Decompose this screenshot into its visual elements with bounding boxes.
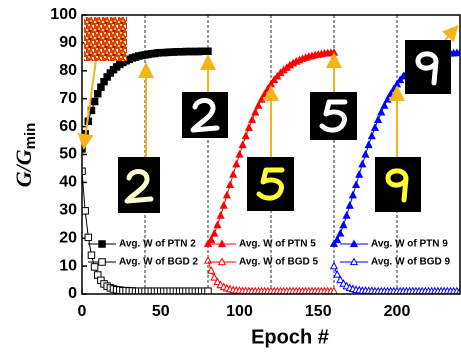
point (205, 48, 212, 55)
digit-inset (182, 92, 228, 138)
point (334, 271, 341, 277)
digit-inset (247, 157, 294, 211)
point (350, 192, 357, 198)
y-axis-label: G/Gmin (11, 123, 39, 188)
point (353, 181, 360, 187)
x-tick-label: 50 (152, 303, 170, 320)
point (236, 151, 243, 157)
point (224, 192, 231, 198)
y-tick-label: 70 (59, 90, 77, 107)
point (255, 102, 262, 108)
point (217, 212, 224, 218)
y-tick-label: 60 (59, 118, 77, 135)
legend-marker (99, 241, 106, 248)
point (233, 161, 240, 167)
y-tick-label: 100 (50, 6, 77, 23)
point (372, 124, 379, 130)
legend-entry: Avg. W of PTN 5 (208, 239, 316, 250)
point (246, 124, 253, 130)
point (340, 222, 347, 228)
point (362, 151, 369, 157)
y-axis-label-main: G/G (11, 149, 36, 187)
x-tick-label: 150 (305, 303, 332, 320)
y-tick-label: 30 (59, 202, 77, 219)
point (252, 109, 259, 115)
point (243, 133, 250, 139)
point (91, 98, 98, 105)
legend-entry: Avg. W of PTN 9 (340, 239, 448, 250)
point (337, 230, 344, 236)
y-tick-label: 10 (59, 257, 77, 274)
point (211, 230, 218, 236)
point (334, 236, 341, 242)
digit-inset (118, 157, 160, 213)
point (375, 116, 382, 122)
point (91, 264, 98, 271)
digit-inset (375, 157, 421, 212)
point (208, 236, 215, 242)
point (369, 133, 376, 139)
point (82, 208, 89, 215)
legend-label: Avg. W of BGD 5 (239, 257, 319, 268)
legend-label: Avg. W of PTN 2 (119, 239, 196, 250)
y-tick-label: 80 (59, 62, 77, 79)
point (347, 202, 354, 208)
noise-inset (84, 17, 127, 61)
x-tick-label: 200 (384, 303, 411, 320)
point (331, 263, 338, 269)
legend-entry: Avg. W of BGD 9 (340, 257, 451, 268)
legend-marker (99, 259, 106, 266)
x-tick-label: 100 (226, 303, 253, 320)
point (214, 222, 221, 228)
legend-label: Avg. W of PTN 9 (371, 239, 448, 250)
point (221, 202, 228, 208)
y-tick-label: 0 (68, 285, 77, 302)
point (356, 171, 363, 177)
x-tick-label: 0 (78, 303, 87, 320)
y-tick-label: 90 (59, 34, 77, 51)
point (249, 116, 256, 122)
legend-entry: Avg. W of BGD 2 (88, 257, 199, 268)
point (343, 212, 350, 218)
digit-inset (405, 40, 451, 94)
digit-inset (310, 92, 357, 140)
insets (84, 17, 456, 213)
point (227, 181, 234, 187)
point (365, 142, 372, 148)
point (85, 234, 92, 241)
point (88, 252, 95, 259)
y-tick-label: 20 (59, 229, 77, 246)
legend-entry: Avg. W of BGD 5 (208, 257, 319, 268)
y-axis-label-sub: min (22, 123, 39, 150)
legend-entry: Avg. W of PTN 2 (88, 239, 196, 250)
point (359, 161, 366, 167)
point (378, 109, 385, 115)
x-axis-label: Epoch # (251, 326, 329, 348)
y-tick-label: 40 (59, 174, 77, 191)
y-tick-label: 50 (59, 146, 77, 163)
point (239, 142, 246, 148)
point (230, 171, 237, 177)
legend-label: Avg. W of BGD 2 (119, 257, 199, 268)
chart: Epoch # G/Gmin 0 10 20 30 40 50 60 70 80 90 100 0 50… (0, 0, 461, 358)
point (381, 102, 388, 108)
arrow (445, 28, 456, 40)
point (208, 267, 215, 273)
legend-label: Avg. W of BGD 9 (371, 257, 451, 268)
point (95, 90, 102, 97)
legend-label: Avg. W of PTN 5 (239, 239, 316, 250)
